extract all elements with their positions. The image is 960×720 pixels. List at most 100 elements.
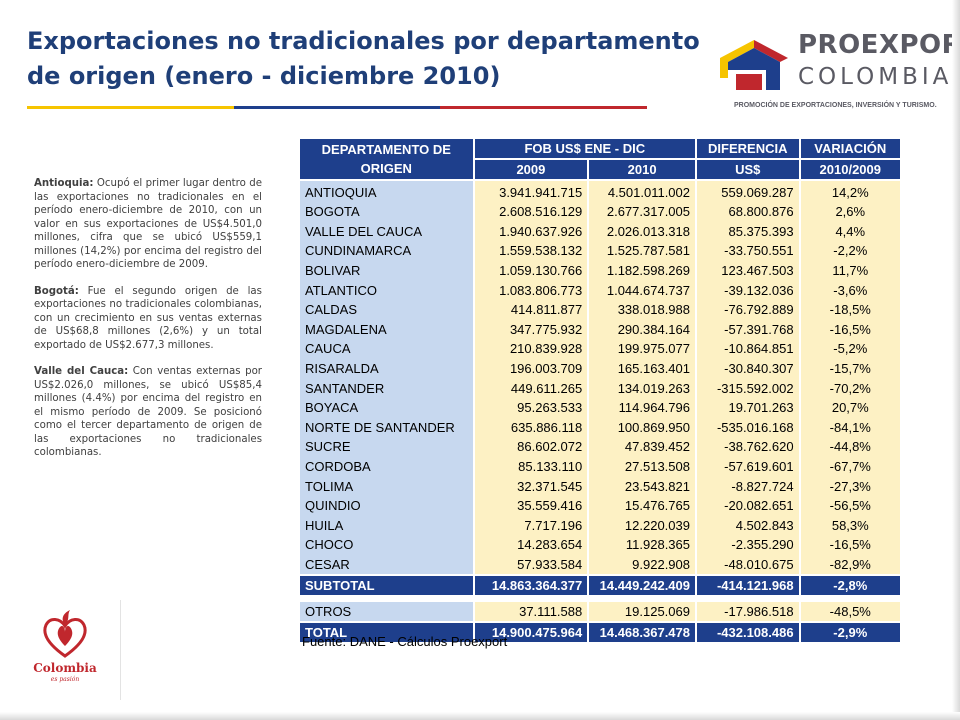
cell-department: CHOCO	[298, 535, 475, 555]
cell-value: -535.016.168	[695, 417, 801, 438]
cell-department: CORDOBA	[298, 456, 475, 477]
cell-value: 1.044.674.737	[587, 280, 697, 300]
table-row: TOLIMA 32.371.545 23.543.821 -8.827.724 -27,…	[298, 476, 903, 496]
cell-value: 2,6%	[798, 202, 903, 222]
cell-department: SUBTOTAL	[298, 573, 475, 597]
cell-value: 196.003.709	[472, 358, 590, 379]
table-row: NORTE DE SANTANDER 635.886.118 100.869.950…	[298, 417, 903, 438]
table-row: CALDAS 414.811.877 338.018.988 -76.792.889-…	[298, 299, 903, 320]
cell-value: 58,3%	[798, 515, 903, 536]
cell-value: -2.355.290	[695, 535, 801, 555]
cell-value: -8.827.724	[695, 476, 801, 496]
table-row: CORDOBA 85.133.110 27.513.508 -57.619.601 -6…	[298, 456, 903, 477]
cell-value: 11.928.365	[587, 535, 697, 555]
cell-department: ANTIOQUIA	[298, 180, 475, 202]
cell-value: 85.375.393	[695, 221, 801, 242]
body-bogota: Fue el segundo origen de las exportacion…	[34, 285, 262, 351]
header-dif: DIFERENCIA	[695, 137, 801, 160]
underline-red	[440, 106, 648, 109]
header-var: VARIACIÓN	[798, 137, 903, 160]
cell-department: CUNDINAMARCA	[298, 241, 475, 261]
table-row: ATLANTICO 1.083.806.773 1.044.674.737 -39.1…	[298, 280, 903, 300]
cell-value: 199.975.077	[587, 339, 697, 359]
cell-value: 1.182.598.269	[587, 260, 697, 281]
cell-value: 134.019.263	[587, 378, 697, 398]
table-row: SANTANDER 449.611.265 134.019.263 -315.592.…	[298, 378, 903, 398]
cell-value: 20,7%	[798, 397, 903, 418]
cell-value: 12.220.039	[587, 515, 697, 536]
logo-word-colombia: COLOMBIA	[798, 64, 953, 90]
cell-value: 4.501.011.002	[587, 180, 697, 202]
cell-value: -3,6%	[798, 280, 903, 300]
header-dept: DEPARTAMENTO DE ORIGEN	[298, 137, 475, 181]
proexport-logo-icon	[720, 40, 788, 90]
cell-value: 14.468.367.478	[587, 620, 697, 644]
cell-value: -16,5%	[798, 319, 903, 340]
cell-department: MAGDALENA	[298, 319, 475, 340]
cell-value: -15,7%	[798, 358, 903, 379]
cell-value: -39.132.036	[695, 280, 801, 300]
cell-department: BOYACA	[298, 397, 475, 418]
cell-value: 85.133.110	[472, 456, 590, 477]
proexport-logo: PROEXPORT COLOMBIA PROMOCIÓN DE EXPORTAC…	[714, 30, 960, 125]
cell-value: -2,2%	[798, 241, 903, 261]
cell-department: OTROS	[298, 601, 475, 622]
spacer-cell	[298, 595, 902, 602]
table-row: CUNDINAMARCA 1.559.538.132 1.525.787.581 -3…	[298, 241, 903, 261]
lead-valle: Valle del Cauca:	[34, 366, 129, 377]
cell-value: 114.964.796	[587, 397, 697, 418]
cell-value: -84,1%	[798, 417, 903, 438]
cell-department: SUCRE	[298, 437, 475, 457]
cell-value: 4.502.843	[695, 515, 801, 536]
cell-value: 15.476.765	[587, 495, 697, 516]
header-usd: US$	[695, 158, 801, 181]
cell-value: -432.108.486	[695, 620, 801, 644]
header-2010: 2010	[587, 158, 697, 181]
table-row: MAGDALENA 347.775.932 290.384.164 -57.391.7…	[298, 319, 903, 340]
cell-value: 2.026.013.318	[587, 221, 697, 242]
underline-blue	[233, 106, 441, 109]
body-antioquia: Ocupó el primer lugar dentro de las expo…	[34, 178, 262, 270]
divider	[120, 600, 121, 700]
cell-department: RISARALDA	[298, 358, 475, 379]
cell-value: 35.559.416	[472, 495, 590, 516]
cell-value: 14.449.242.409	[587, 573, 697, 597]
cell-value: 95.263.533	[472, 397, 590, 418]
cell-value: 37.111.588	[472, 601, 590, 622]
cell-value: -48,5%	[798, 601, 903, 622]
spacer-row	[298, 595, 902, 602]
cell-department: CAUCA	[298, 339, 475, 359]
cell-value: 1.940.637.926	[472, 221, 590, 242]
cell-value: 27.513.508	[587, 456, 697, 477]
cell-value: 347.775.932	[472, 319, 590, 340]
cell-value: -57.391.768	[695, 319, 801, 340]
cell-department: CESAR	[298, 554, 475, 575]
table-body: ANTIOQUIA 3.941.941.715 4.501.011.002 559.0…	[298, 180, 903, 644]
cell-value: -2,9%	[798, 620, 903, 644]
cell-department: TOLIMA	[298, 476, 475, 496]
colombia-brand-logo: Colombia es pasión	[30, 608, 100, 688]
cell-value: -44,8%	[798, 437, 903, 457]
table-row: QUINDIO 35.559.416 15.476.765 -20.082.651 -5…	[298, 495, 903, 516]
cell-department: VALLE DEL CAUCA	[298, 221, 475, 242]
cell-value: 47.839.452	[587, 437, 697, 457]
cell-department: NORTE DE SANTANDER	[298, 417, 475, 438]
table-row: BOGOTA 2.608.516.129 2.677.317.005 68.800.8…	[298, 202, 903, 222]
title-underline	[27, 106, 648, 109]
header-fob: FOB US$ ENE - DIC	[472, 137, 698, 160]
table-row: SUCRE 86.602.072 47.839.452 -38.762.620 -44,…	[298, 437, 903, 457]
cell-value: 1.059.130.766	[472, 260, 590, 281]
cell-department: ATLANTICO	[298, 280, 475, 300]
subtotal-row: SUBTOTAL 14.863.364.377 14.449.242.409 -414…	[298, 573, 903, 597]
cell-value: -56,5%	[798, 495, 903, 516]
cell-department: HUILA	[298, 515, 475, 536]
logo-tagline: PROMOCIÓN DE EXPORTACIONES, INVERSIÓN Y …	[734, 102, 937, 109]
cell-value: -16,5%	[798, 535, 903, 555]
cell-value: 290.384.164	[587, 319, 697, 340]
cell-department: QUINDIO	[298, 495, 475, 516]
otros-row: OTROS 37.111.588 19.125.069 -17.986.518 -48,…	[298, 601, 903, 622]
cell-value: -30.840.307	[695, 358, 801, 379]
table-row: RISARALDA 196.003.709 165.163.401 -30.840.3…	[298, 358, 903, 379]
slide-shadow-bottom	[0, 712, 960, 720]
cell-value: 19.125.069	[587, 601, 697, 622]
